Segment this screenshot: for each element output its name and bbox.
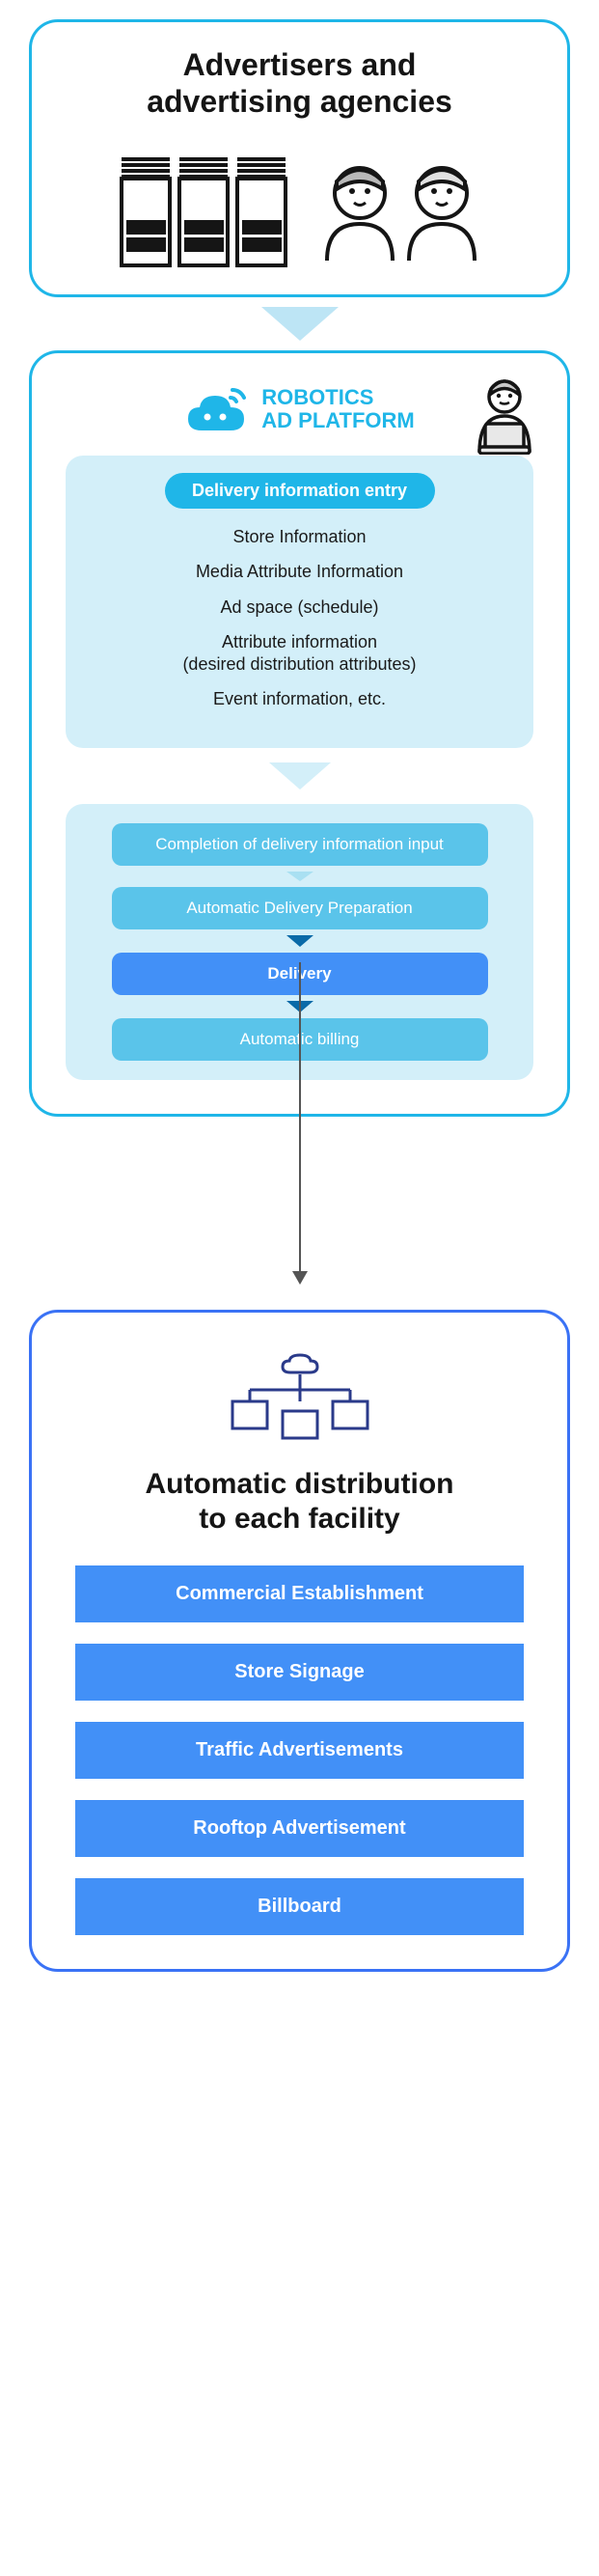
distribution-icon	[75, 1351, 524, 1448]
info-item: Ad space (schedule)	[90, 596, 509, 619]
facility-item: Traffic Advertisements	[75, 1722, 524, 1779]
facility-item: Commercial Establishment	[75, 1565, 524, 1622]
connector-line	[29, 1117, 570, 1310]
entry-panel: Delivery information entry Store Informa…	[66, 456, 533, 748]
info-item: Event information, etc.	[90, 688, 509, 710]
info-item: Store Information	[90, 526, 509, 548]
people-icon	[319, 154, 483, 270]
step-arrow-icon	[286, 935, 313, 947]
cloud-wifi-icon	[184, 382, 252, 436]
platform-line-2: AD PLATFORM	[261, 408, 414, 432]
info-item: Media Attribute Information	[90, 561, 509, 583]
platform-name: ROBOTICS AD PLATFORM	[261, 386, 414, 432]
dist-title-line-2: to each facility	[199, 1503, 399, 1535]
title-line-2: advertising agencies	[147, 84, 452, 119]
step-pill: Completion of delivery information input	[112, 823, 488, 866]
title-line-1: Advertisers and	[183, 47, 417, 82]
flow-arrow-inner	[269, 762, 331, 789]
advertisers-icons	[56, 135, 543, 270]
platform-header: ROBOTICS AD PLATFORM	[66, 382, 533, 436]
dist-title-line-1: Automatic distribution	[146, 1468, 454, 1500]
facility-item: Store Signage	[75, 1644, 524, 1701]
distribution-box: Automatic distribution to each facility …	[29, 1310, 570, 1972]
distribution-title: Automatic distribution to each facility	[75, 1467, 524, 1537]
laptop-person-icon	[466, 377, 543, 455]
flow-arrow-1	[261, 307, 339, 341]
advertisers-box: Advertisers and advertising agencies	[29, 19, 570, 297]
entry-header-pill: Delivery information entry	[165, 473, 435, 509]
facility-item: Billboard	[75, 1878, 524, 1935]
facility-item: Rooftop Advertisement	[75, 1800, 524, 1857]
step-pill: Automatic Delivery Preparation	[112, 887, 488, 929]
platform-line-1: ROBOTICS	[261, 385, 373, 409]
step-arrow-icon	[286, 872, 313, 881]
info-item: Attribute information(desired distributi…	[90, 631, 509, 675]
buildings-icon	[117, 135, 290, 270]
advertisers-title: Advertisers and advertising agencies	[56, 46, 543, 121]
